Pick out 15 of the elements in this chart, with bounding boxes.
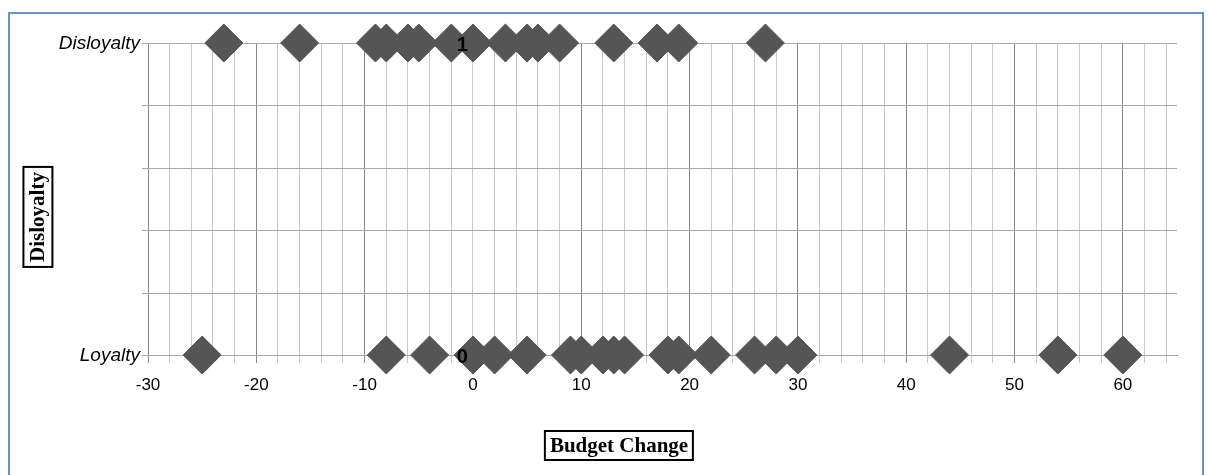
x-tick-label: 60 <box>1113 374 1133 394</box>
x-tick-label: -10 <box>352 374 377 394</box>
y-axis-title: Disloyalty <box>22 166 54 268</box>
x-tick-label: 30 <box>788 374 808 394</box>
x-tick-label: -30 <box>135 374 161 394</box>
x-axis-title: Budget Change <box>543 430 695 461</box>
y-tick-label: 1 <box>456 32 468 55</box>
x-tick-label: 40 <box>896 374 916 394</box>
x-tick-label: 0 <box>468 374 478 394</box>
x-tick-label: -20 <box>244 374 269 394</box>
x-tick-label: 10 <box>571 374 591 394</box>
x-tick-label: 50 <box>1005 374 1024 394</box>
x-tick-label: 20 <box>680 374 700 394</box>
text: Disloyalty <box>58 31 140 55</box>
text: Loyalty <box>79 343 140 367</box>
